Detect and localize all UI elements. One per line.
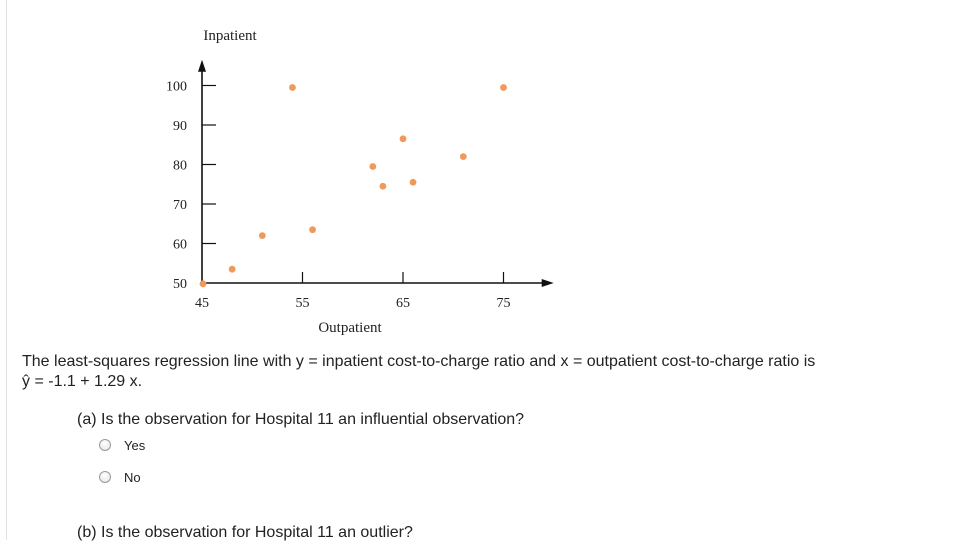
question-a: (a) Is the observation for Hospital 11 a… bbox=[77, 411, 525, 428]
radio-no[interactable] bbox=[99, 471, 111, 483]
data-point bbox=[199, 280, 207, 288]
question-b: (b) Is the observation for Hospital 11 a… bbox=[77, 524, 413, 541]
data-point bbox=[379, 182, 387, 190]
left-border bbox=[6, 0, 7, 540]
y-tick-label: 80 bbox=[173, 159, 187, 174]
data-point bbox=[459, 153, 467, 161]
y-tick-label: 100 bbox=[166, 80, 187, 95]
y-axis-title: Inpatient bbox=[203, 28, 257, 44]
data-point bbox=[399, 135, 407, 143]
x-tick-label: 45 bbox=[195, 296, 209, 311]
option-no-label: No bbox=[124, 469, 141, 485]
option-no[interactable]: No bbox=[99, 468, 141, 486]
data-point bbox=[409, 178, 417, 186]
x-tick-label: 55 bbox=[296, 296, 310, 311]
data-point bbox=[258, 232, 266, 240]
radio-yes[interactable] bbox=[99, 439, 111, 451]
data-point bbox=[369, 163, 377, 170]
option-yes[interactable]: Yes bbox=[99, 436, 145, 454]
x-tick-label: 65 bbox=[396, 296, 410, 311]
problem-statement: The least-squares regression line with y… bbox=[22, 352, 952, 392]
regression-equation: ŷ = -1.1 + 1.29 x. bbox=[22, 373, 143, 390]
x-tick-label: 75 bbox=[497, 296, 511, 311]
y-axis-arrowhead bbox=[198, 59, 206, 72]
data-point bbox=[500, 84, 507, 91]
data-point bbox=[309, 226, 316, 234]
y-tick-label: 60 bbox=[173, 238, 187, 253]
y-tick-label: 90 bbox=[173, 119, 187, 134]
x-axis-arrowhead bbox=[541, 279, 554, 287]
y-tick-label: 50 bbox=[173, 277, 187, 292]
y-tick-label: 70 bbox=[173, 198, 187, 213]
statement-line-1: The least-squares regression line with y… bbox=[22, 353, 816, 370]
data-point bbox=[228, 265, 236, 273]
scatter-plot: 100 90 80 70 60 50 45 55 65 75 Inpatient Outpatient bbox=[166, 28, 554, 336]
option-yes-label: Yes bbox=[124, 437, 146, 453]
x-axis-title: Outpatient bbox=[318, 320, 382, 336]
data-point bbox=[289, 84, 296, 91]
